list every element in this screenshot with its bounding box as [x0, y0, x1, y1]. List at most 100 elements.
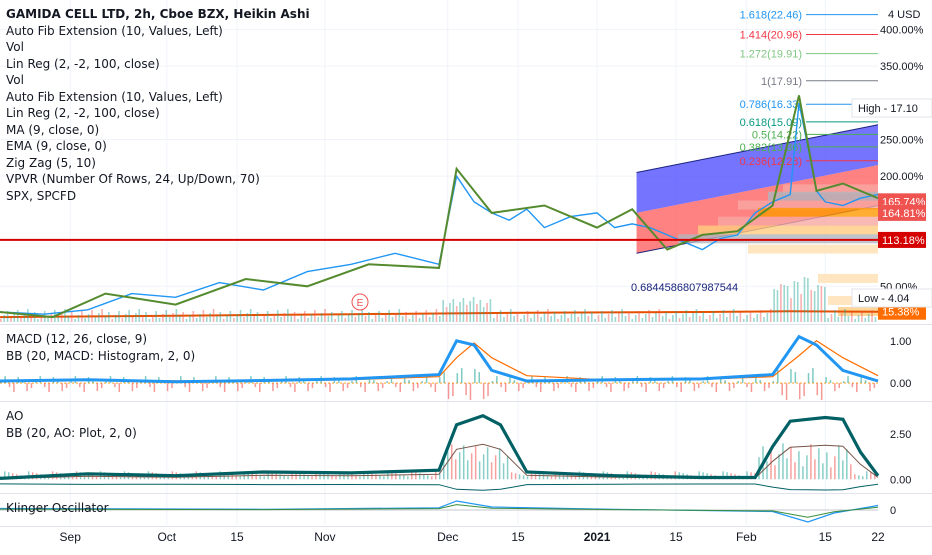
- volume-bar-21: [70, 312, 73, 322]
- volume-bar-249: [840, 313, 843, 322]
- ao-bar-26: [103, 472, 106, 480]
- volume-bar-87: [293, 312, 296, 322]
- volume-bar-100: [337, 315, 340, 322]
- ao-bar-112: [446, 451, 449, 480]
- volume-bar-188: [634, 315, 637, 322]
- legend-item-ma[interactable]: MA (9, close, 0): [6, 122, 100, 137]
- volume-bar-164: [553, 312, 556, 322]
- volume-bar-259: [874, 317, 877, 322]
- volume-bar-15: [50, 314, 53, 322]
- volume-bar-174: [587, 316, 590, 322]
- legend-item-vol-2[interactable]: Vol: [6, 73, 24, 87]
- legend-item-macd-bb[interactable]: BB (20, MACD: Histogram, 2, 0): [6, 348, 196, 363]
- macd-hist-bar-195: [856, 383, 858, 393]
- legend-item-vpvr[interactable]: VPVR (Number Of Rows, 24, Up/Down, 70): [6, 172, 260, 186]
- volume-bar-32: [108, 312, 110, 322]
- ao-bar-211: [842, 460, 844, 480]
- legend-item-macd[interactable]: MACD (12, 26, close, 9): [6, 332, 148, 346]
- legend-item-ao[interactable]: AO: [6, 409, 24, 423]
- volume-bar-68: [229, 311, 232, 322]
- volume-bar-37: [124, 314, 127, 322]
- macd-hist-bar-22: [96, 383, 99, 392]
- volume-bar-221: [746, 315, 748, 322]
- volume-bar-114: [384, 314, 387, 322]
- ao-bar-83: [331, 475, 333, 480]
- ao-bar-138: [550, 476, 553, 480]
- vpvr-bar-5: [698, 225, 878, 235]
- macd-hist-bar-113: [496, 376, 498, 384]
- chart-title[interactable]: GAMIDA CELL LTD, 2h, Cboe BZX, Heikin As…: [6, 7, 310, 21]
- ao-bar-59: [235, 475, 237, 480]
- legend-item-zigzag[interactable]: Zig Zag (5, 10): [6, 155, 96, 170]
- ao-bar-78: [311, 476, 313, 480]
- volume-bar-116: [391, 317, 394, 322]
- legend-item-linreg-2[interactable]: Lin Reg (2, -2, 100, close): [6, 106, 160, 120]
- ao-bar-63: [251, 473, 253, 480]
- macd-hist-bar-72: [316, 381, 318, 384]
- price-axis-unit: 4 USD: [888, 9, 920, 21]
- volume-bar-190: [641, 318, 644, 322]
- volume-bar-213: [719, 314, 721, 322]
- volume-bar-65: [219, 312, 222, 322]
- time-axis-tick-8: Feb: [736, 530, 757, 544]
- legend-item-linreg-1[interactable]: Lin Reg (2, -2, 100, close): [6, 56, 160, 71]
- macd-hist-bar-3: [13, 383, 15, 393]
- ao-bar-213: [850, 464, 852, 480]
- volume-bar-108: [364, 316, 367, 322]
- volume-bar-35: [118, 311, 120, 322]
- macd-hist-bar-89: [390, 376, 393, 384]
- fib-label-1: 1.414(20.96): [740, 30, 802, 42]
- macd-hist-bar-165: [724, 380, 726, 384]
- volume-bar-146: [493, 318, 495, 322]
- ao-bar-18: [71, 476, 74, 480]
- legend-item-vol-1[interactable]: Vol: [6, 40, 24, 54]
- volume-bar-167: [563, 311, 566, 322]
- volume-bar-51: [172, 313, 174, 322]
- volume-bar-4: [13, 314, 16, 322]
- ao-bar-100: [399, 474, 401, 480]
- macd-hist-bar-101: [443, 372, 445, 384]
- volume-bar-180: [607, 314, 610, 322]
- macd-hist-bar-77: [338, 380, 340, 384]
- earnings-marker: [351, 293, 369, 311]
- time-axis-tick-2: 15: [230, 530, 244, 544]
- volume-bar-165: [557, 319, 559, 322]
- macd-hist-bar-115: [504, 383, 507, 393]
- legend-item-klinger[interactable]: Klinger Oscillator: [6, 501, 109, 515]
- macd-hist-bar-116: [509, 377, 511, 384]
- volume-bar-121: [408, 319, 411, 322]
- macd-hist-bar-7: [30, 383, 33, 389]
- macd-hist-bar-126: [553, 383, 555, 392]
- legend-item-ao-bb[interactable]: BB (20, AO: Plot, 2, 0): [6, 425, 137, 440]
- volume-bar-135: [455, 306, 458, 322]
- legend-item-spx[interactable]: SPX, SPCFD: [6, 188, 77, 203]
- legend-item-auto-fib-1[interactable]: Auto Fib Extension (10, Values, Left): [6, 23, 223, 38]
- volume-bar-151: [509, 309, 512, 322]
- volume-bar-79: [266, 311, 269, 322]
- macd-hist-bar-14: [61, 383, 63, 392]
- macd-hist-bar-41: [179, 376, 182, 384]
- legend-item-ema[interactable]: EMA (9, close, 0): [6, 139, 107, 153]
- legend-item-auto-fib-2[interactable]: Auto Fib Extension (10, Values, Left): [6, 89, 223, 104]
- macd-hist-bar-38: [166, 383, 169, 392]
- ao-bar-66: [263, 476, 265, 480]
- macd-hist-bar-197: [864, 380, 867, 384]
- macd-hist-bar-112: [491, 381, 494, 384]
- ao-bar-129: [514, 473, 517, 480]
- ao-bar-7: [27, 471, 30, 480]
- volume-bar-178: [601, 311, 603, 322]
- volume-bar-48: [162, 314, 164, 322]
- ao-bar-143: [570, 475, 573, 480]
- macd-hist-bar-167: [733, 383, 735, 389]
- volume-bar-226: [763, 317, 765, 322]
- volume-bar-182: [614, 317, 617, 322]
- macd-hist-bar-119: [522, 383, 524, 389]
- volume-bar-59: [199, 314, 201, 322]
- macd-hist-bar-87: [381, 383, 384, 389]
- volume-bar-83: [280, 317, 282, 322]
- fib-label-4: 0.786(16.33): [740, 99, 802, 111]
- macd-hist-bar-11: [48, 383, 50, 393]
- price-axis-tick-1: 350.00%: [880, 61, 924, 73]
- macd-hist-bar-187: [820, 383, 823, 401]
